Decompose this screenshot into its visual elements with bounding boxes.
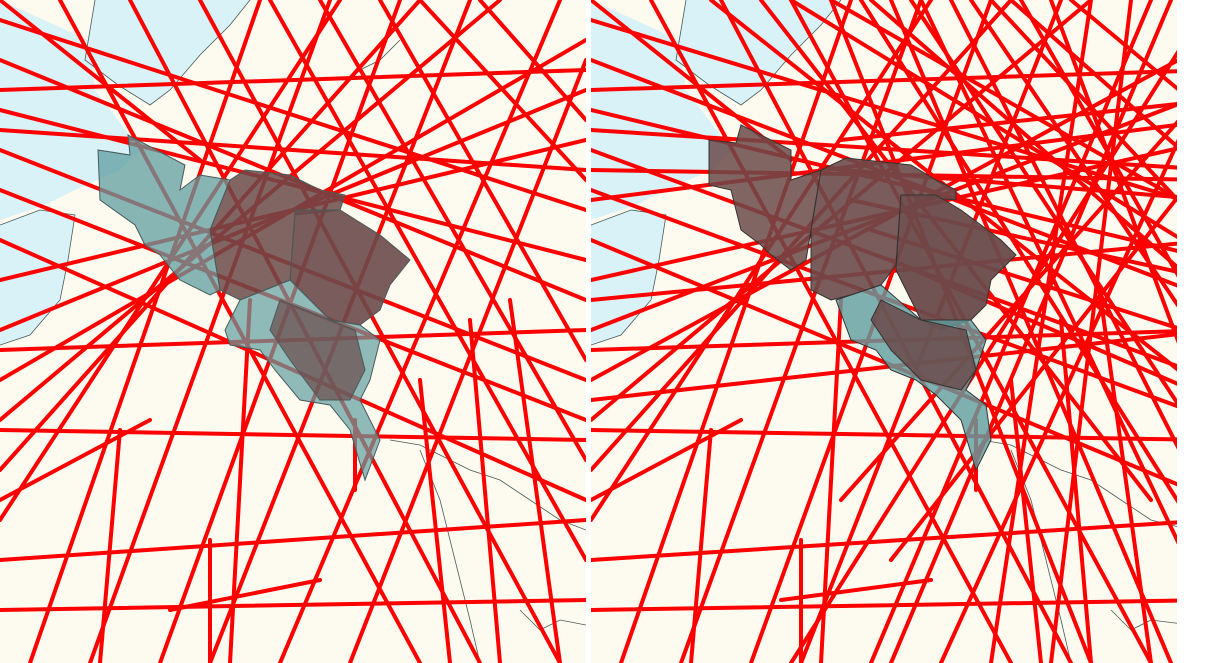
map-canvas-right (591, 0, 1177, 663)
region-south-inner (269, 299, 366, 401)
coastline (591, 0, 842, 346)
region-east (895, 194, 1017, 331)
map-panel-left[interactable] (0, 0, 586, 663)
coastline (0, 0, 251, 346)
sea-lower-left (591, 210, 666, 345)
sea-lower-left (0, 210, 75, 345)
highlighted-regions (708, 124, 1017, 472)
map-canvas-left (0, 0, 586, 663)
sea-area (0, 0, 250, 220)
region-south-inner (870, 299, 977, 391)
map-panel-right[interactable] (591, 0, 1177, 663)
region-west (708, 124, 822, 271)
highlighted-regions (97, 134, 411, 482)
panel-divider (586, 0, 591, 663)
